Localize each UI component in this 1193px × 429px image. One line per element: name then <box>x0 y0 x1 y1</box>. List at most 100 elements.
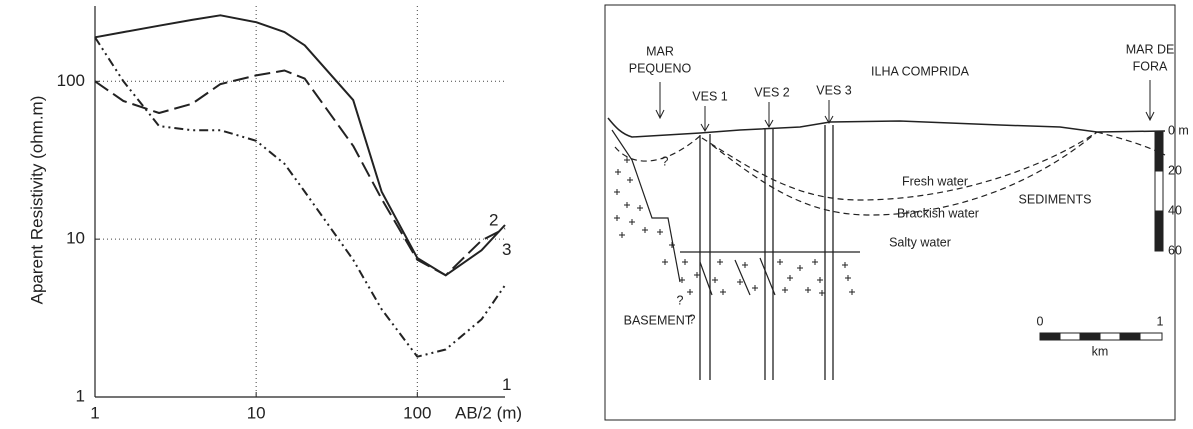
cross <box>797 265 803 271</box>
series-label: 2 <box>489 210 498 229</box>
cross <box>619 232 625 238</box>
y-axis-label: Aparent Resistivity (ohm.m) <box>27 96 46 305</box>
surface <box>607 117 1166 138</box>
series-line <box>94 69 506 277</box>
location-label: PEQUENO <box>629 61 692 75</box>
cross <box>662 259 668 265</box>
sounding-label: VES 1 <box>692 89 727 103</box>
cross <box>845 275 851 281</box>
resistivity-chart: AB/2 (m) Aparent Resistivity (ohm.m) 1 10… <box>27 6 522 422</box>
location-label: FORA <box>1133 59 1168 73</box>
location-label: MAR <box>646 44 674 58</box>
bar-segment <box>1154 170 1164 212</box>
arrow <box>655 82 665 120</box>
cross <box>782 287 788 293</box>
uncertain-mark: ? <box>689 312 696 326</box>
ves-wells <box>699 125 834 380</box>
cross <box>712 277 718 283</box>
cross <box>842 262 848 268</box>
km-bar <box>1039 332 1163 341</box>
cross <box>657 229 663 235</box>
cross <box>637 205 643 211</box>
cross <box>615 169 621 175</box>
depth-label: 0 m <box>1168 123 1189 137</box>
cross <box>817 277 823 283</box>
sounding-label: VES 3 <box>816 83 851 97</box>
distance-label: 0 <box>1037 314 1044 328</box>
cross <box>777 259 783 265</box>
arrow <box>700 106 710 133</box>
cross-section <box>604 4 1176 421</box>
bar-segment <box>1119 332 1141 341</box>
arrows <box>655 80 1155 133</box>
frame <box>604 4 1176 421</box>
arrow <box>1145 80 1155 122</box>
bar-segment <box>1154 210 1164 252</box>
location-label: ILHA COMPRIDA <box>871 64 970 78</box>
basin-boundary <box>614 135 701 162</box>
cross <box>614 189 620 195</box>
well <box>699 134 711 380</box>
series-line <box>94 36 506 358</box>
depth-label: 20 <box>1168 163 1182 177</box>
series-label: 3 <box>502 240 511 259</box>
zone-label: Brackish water <box>897 206 979 220</box>
cross <box>694 272 700 278</box>
bar-segment <box>1039 332 1061 341</box>
cross <box>624 157 630 163</box>
basement-symbols <box>614 157 855 296</box>
cross <box>742 262 748 268</box>
x-axis-label: AB/2 (m) <box>455 403 522 422</box>
uncertain-mark: ? <box>677 293 684 307</box>
cross <box>669 242 675 248</box>
distance-label: 1 <box>1157 314 1164 328</box>
arrow <box>764 102 774 129</box>
arrow <box>824 100 834 125</box>
y-tick-label: 10 <box>66 229 85 248</box>
diagram-labels: MAR PEQUENO ILHA COMPRIDA MAR DE FORA VE… <box>624 42 1189 358</box>
bar-segment <box>1079 332 1101 341</box>
distance-label: km <box>1092 344 1109 358</box>
zone-label: BASEMENT <box>624 313 693 327</box>
well <box>824 125 834 380</box>
zone-label: Salty water <box>889 235 951 249</box>
cross <box>805 287 811 293</box>
cross <box>819 290 825 296</box>
cross <box>682 259 688 265</box>
cross <box>629 219 635 225</box>
x-tick-label: 1 <box>90 403 99 422</box>
cross <box>614 215 620 221</box>
depth-label: 40 <box>1168 203 1182 217</box>
cross <box>642 227 648 233</box>
x-tick-label: 100 <box>403 403 431 422</box>
cross <box>687 289 693 295</box>
series-label: 1 <box>502 375 511 394</box>
cross <box>752 285 758 291</box>
uncertain-mark: ? <box>662 154 669 168</box>
well <box>764 129 774 380</box>
sounding-label: VES 2 <box>754 85 789 99</box>
series-line <box>94 14 506 277</box>
x-tick-label: 10 <box>247 403 266 422</box>
location-label: MAR DE <box>1126 42 1175 56</box>
cross <box>812 259 818 265</box>
depth-bar <box>1154 130 1164 252</box>
bar-segment <box>1154 130 1164 172</box>
y-tick-label: 1 <box>76 386 85 405</box>
y-tick-label: 100 <box>57 71 85 90</box>
cross <box>787 275 793 281</box>
zone-label: SEDIMENTS <box>1019 192 1092 206</box>
cross <box>624 202 630 208</box>
cross <box>717 259 723 265</box>
fresh-boundary <box>701 131 1098 201</box>
zone-label: Fresh water <box>902 174 968 188</box>
depth-label: 60 <box>1168 243 1182 257</box>
cross <box>627 177 633 183</box>
cross <box>679 277 685 283</box>
cross <box>849 289 855 295</box>
basement-boundary <box>611 129 860 296</box>
cross <box>737 279 743 285</box>
cross <box>720 289 726 295</box>
